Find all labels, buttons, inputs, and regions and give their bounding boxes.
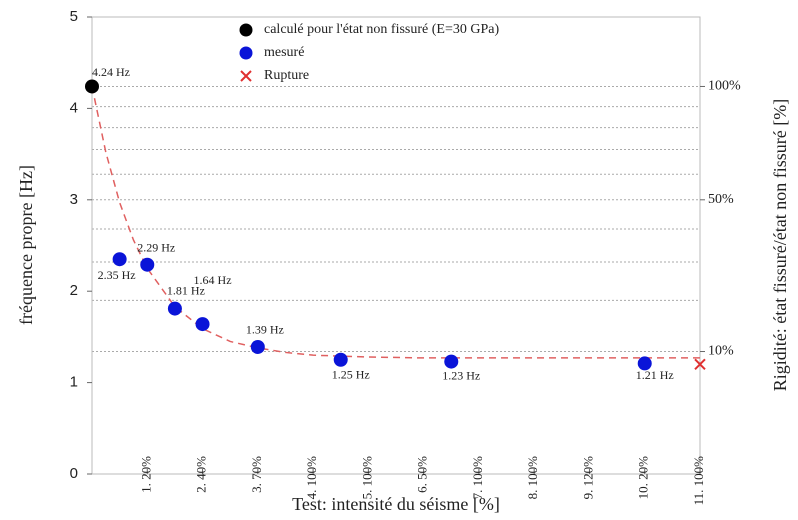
- point: [195, 317, 210, 332]
- plot-frame: [91, 16, 701, 475]
- y-tick-label: 3: [70, 191, 78, 208]
- data-label: 1.25 Hz: [332, 368, 370, 382]
- x-tick-label: 4. 100%: [304, 456, 319, 500]
- x-tick-label: 2. 40%: [194, 456, 209, 493]
- x-tick-label: 9. 120%: [580, 456, 595, 500]
- y-tick-label: 5: [70, 8, 78, 25]
- y2-tick-label: 100%: [708, 79, 741, 94]
- x-tick-label: 8. 100%: [525, 456, 540, 500]
- data-label: 1.39 Hz: [246, 323, 284, 337]
- y2-tick-label: 50%: [708, 192, 734, 207]
- x-tick-label: 3. 70%: [249, 456, 264, 493]
- data-label: 2.35 Hz: [98, 268, 136, 282]
- y2-axis-label: Rigidité: état fissuré/état non fissuré …: [770, 99, 790, 391]
- data-label: 2.29 Hz: [137, 240, 175, 254]
- point: [167, 301, 182, 316]
- point: [140, 257, 155, 272]
- x-tick-label: 6. 50%: [415, 456, 430, 493]
- point: [112, 252, 127, 267]
- legend-label: mesuré: [264, 45, 304, 60]
- legend-marker: [239, 23, 253, 37]
- legend-label: Rupture: [264, 68, 309, 83]
- y-tick-label: 1: [70, 374, 78, 391]
- y-tick-label: 0: [70, 465, 78, 482]
- point: [85, 79, 99, 94]
- legend-marker: [240, 70, 252, 82]
- data-label: 1.64 Hz: [194, 273, 232, 287]
- data-label: 1.81 Hz: [167, 283, 205, 297]
- rupture-marker: [694, 358, 706, 371]
- x-axis-label: Test: intensité du séisme [%]: [292, 494, 500, 514]
- x-tick-label: 5. 100%: [359, 456, 374, 500]
- point: [637, 356, 652, 371]
- x-tick-label: 7. 100%: [470, 456, 485, 500]
- point: [250, 339, 265, 354]
- point: [444, 354, 459, 369]
- legend-marker: [239, 46, 253, 60]
- y-tick-label: 2: [70, 282, 78, 299]
- x-tick-label: 1. 20%: [138, 456, 153, 493]
- data-label: 1.21 Hz: [636, 368, 674, 382]
- y-tick-label: 4: [70, 99, 78, 116]
- data-label: 4.24 Hz: [92, 65, 130, 79]
- data-label: 1.23 Hz: [442, 368, 480, 382]
- y-axis-label: fréquence propre [Hz]: [16, 165, 36, 325]
- legend-label: calculé pour l'état non fissuré (E=30 GP…: [264, 22, 499, 37]
- x-tick-label: 10. 20%: [636, 456, 651, 500]
- fit-curve: [91, 86, 700, 359]
- point: [333, 352, 348, 367]
- y2-tick-label: 10%: [708, 344, 734, 359]
- x-tick-label: 11. 100%: [691, 456, 706, 506]
